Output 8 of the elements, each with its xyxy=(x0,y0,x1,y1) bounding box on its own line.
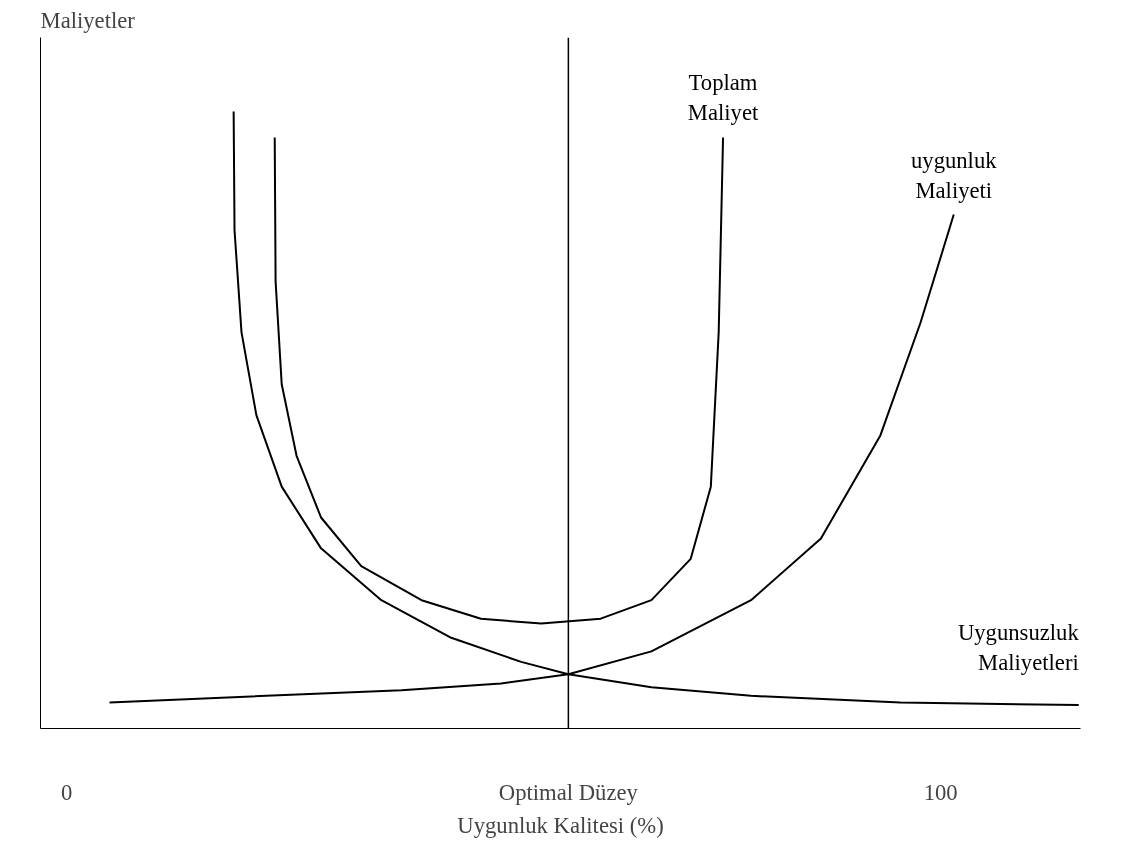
y-axis-title: Maliyetler xyxy=(40,7,136,33)
series-label: Uygunsuzluk Maliyetleri xyxy=(957,620,1080,676)
series-label: uygunluk Maliyeti xyxy=(910,147,998,203)
x-tick-label: 0 xyxy=(61,779,73,805)
x-tick-label: 100 xyxy=(923,779,958,805)
x-axis-title: Uygunluk Kalitesi (%) xyxy=(457,812,664,838)
series-label: Toplam Maliyet xyxy=(687,70,759,126)
x-tick-label: Optimal Düzey xyxy=(498,779,639,805)
